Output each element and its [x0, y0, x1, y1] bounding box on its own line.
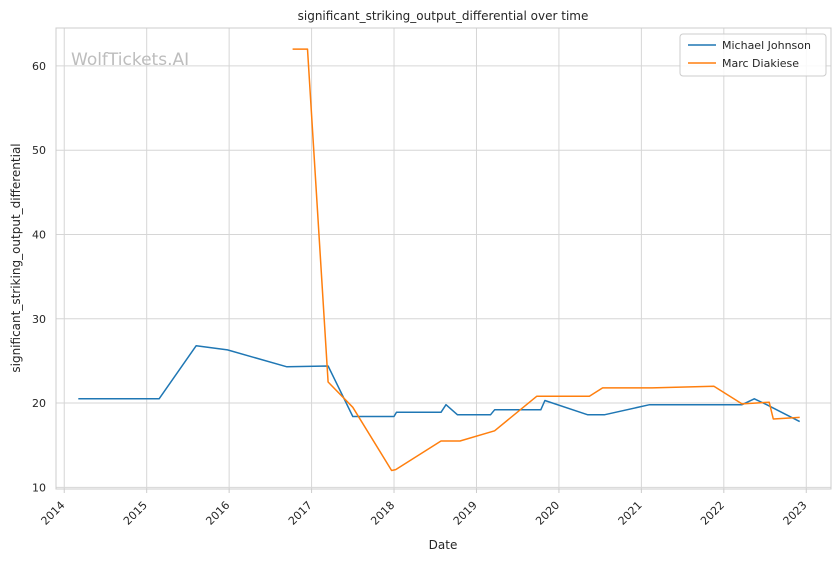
legend: Michael Johnson Marc Diakiese — [679, 33, 827, 77]
y-axis-label: significant_striking_output_differential — [9, 143, 23, 372]
x-axis-label: Date — [429, 538, 458, 552]
legend-box — [679, 33, 827, 77]
y-tick-label: 50 — [32, 144, 46, 157]
plot-area-frame — [55, 27, 832, 490]
series-line-michael-johnson — [78, 344, 801, 423]
y-tick-label: 40 — [32, 228, 46, 241]
series-layer — [78, 48, 801, 472]
legend-entry-label: Michael Johnson — [722, 39, 811, 52]
chart-title: significant_striking_output_differential… — [298, 9, 589, 23]
y-tick-label: 10 — [32, 481, 46, 494]
legend-entry-label: Marc Diakiese — [722, 57, 799, 70]
series-line-marc-diakiese — [292, 48, 800, 472]
y-tick-label: 60 — [32, 60, 46, 73]
grid-layer — [56, 28, 831, 489]
y-tick-label: 30 — [32, 313, 46, 326]
y-tick-label: 20 — [32, 397, 46, 410]
watermark-text: WolfTickets.AI — [71, 50, 189, 70]
